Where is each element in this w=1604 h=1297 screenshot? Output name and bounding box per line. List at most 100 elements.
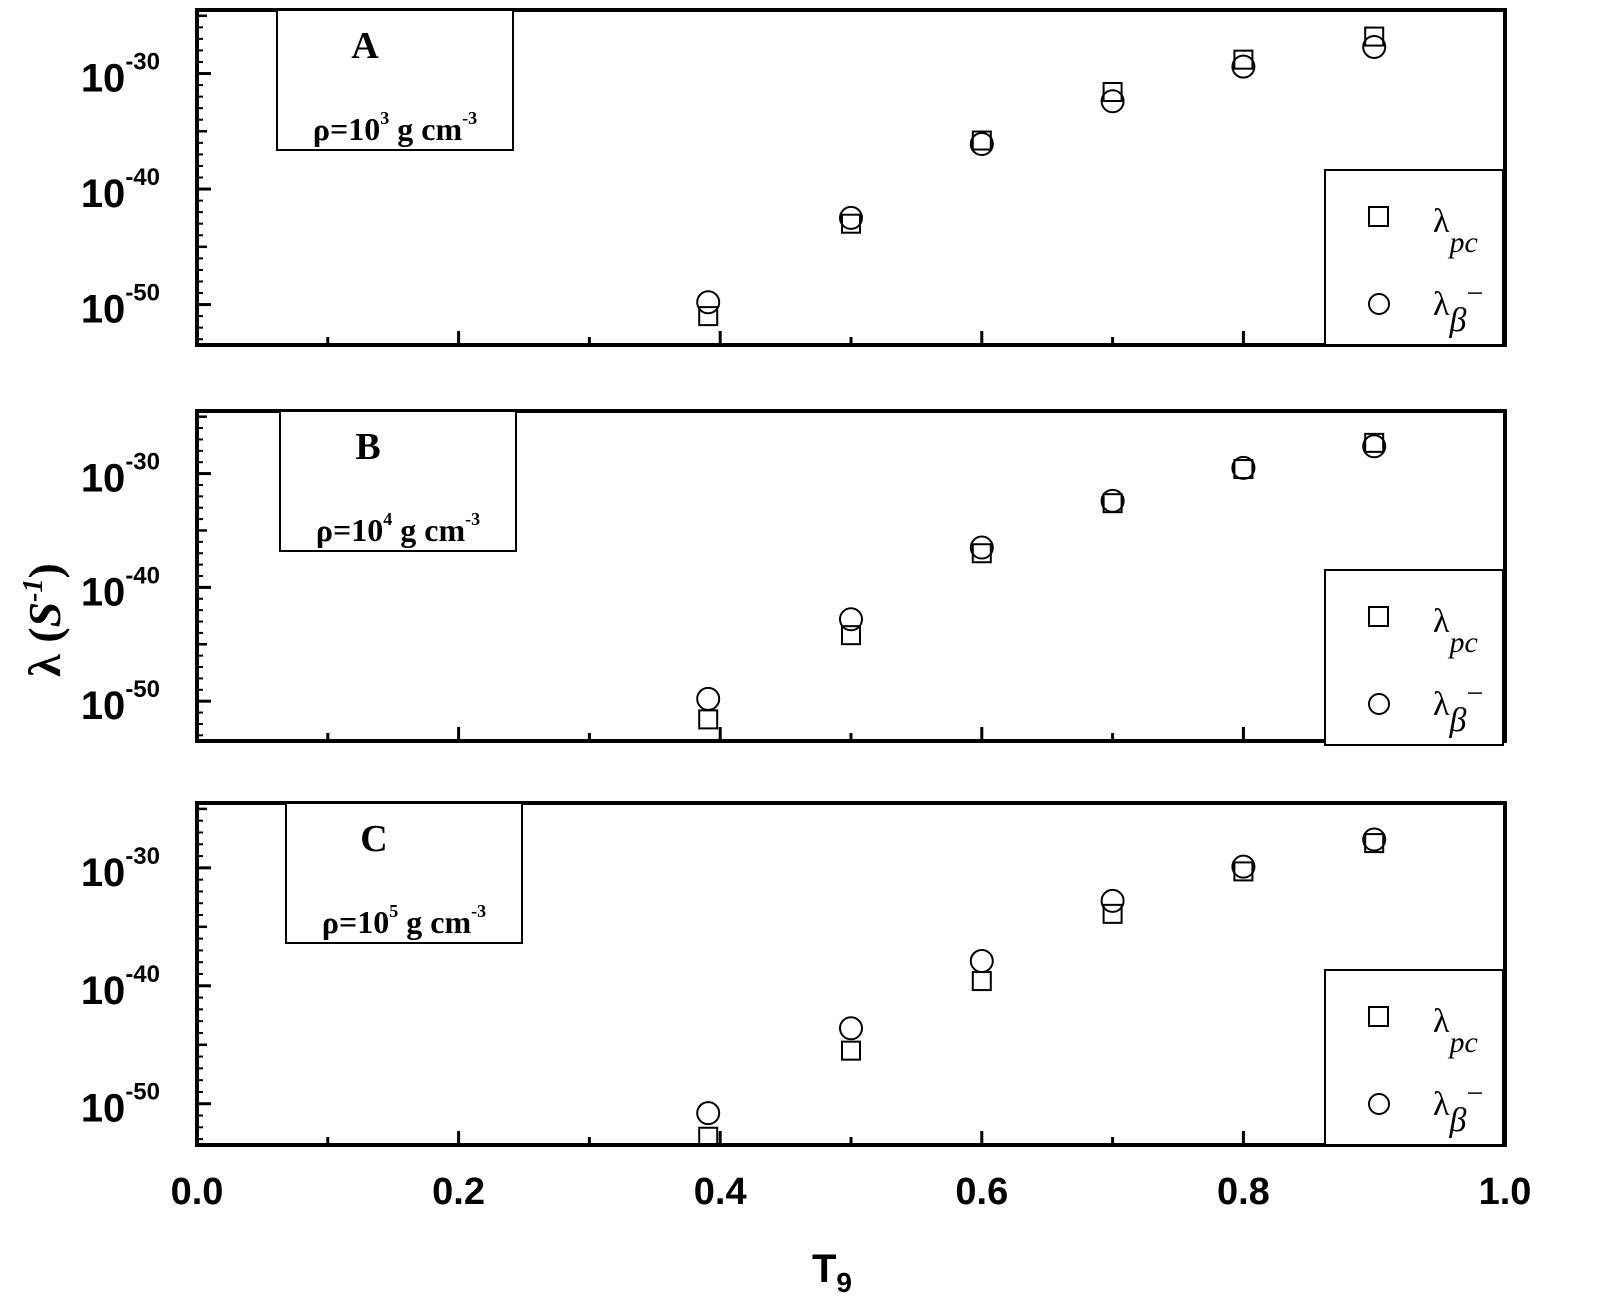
density-unit-exponent: -3 (462, 108, 477, 128)
y-tick-label: 10-30 (81, 49, 160, 101)
x-tick-label: 0.2 (432, 1171, 485, 1213)
legend-square-marker (1368, 606, 1389, 627)
y-tick-label: 10-50 (81, 676, 160, 728)
x-tick-label: 0.6 (955, 1171, 1008, 1213)
data-point-square (698, 709, 719, 730)
data-point-circle (696, 290, 721, 315)
y-axis-label: λ (S-1) (18, 563, 70, 677)
legend-box (1324, 969, 1504, 1146)
x-axis-tick-labels: 0.0 0.2 0.4 0.6 0.8 1.0 (171, 1171, 1532, 1213)
y-axis-label-close: ) (19, 563, 70, 578)
x-axis-label-sub: 9 (836, 1267, 852, 1297)
legend-beta-label: λβ− (1433, 277, 1483, 339)
legend-pc-label: λpc (1433, 203, 1478, 259)
x-axis-label: T9 (812, 1247, 852, 1297)
y-tick-base: 10 (81, 457, 126, 501)
density-label: ρ=105 g cm-3 (322, 901, 486, 940)
y-tick-label: 10-40 (81, 961, 160, 1013)
panel-label-box (285, 802, 523, 944)
y-tick-label: 10-50 (81, 1079, 160, 1131)
data-point-circle (1362, 34, 1387, 59)
x-axis-label-main: T (812, 1247, 836, 1291)
data-point-circle (839, 607, 863, 632)
data-point-circle (1231, 455, 1256, 480)
data-point-square (698, 1126, 719, 1147)
legend-beta-sup: − (1466, 677, 1483, 710)
data-point-square (841, 213, 861, 234)
y-tick-exponent: -30 (125, 449, 160, 476)
y-tick-label: 10-30 (81, 843, 160, 895)
density-prefix: ρ=10 (322, 904, 389, 940)
y-tick-exponent: -50 (125, 280, 160, 307)
legend-square-marker (1368, 206, 1389, 227)
legend-circle-marker (1368, 293, 1390, 315)
panel-label-box (279, 410, 517, 552)
y-tick-exponent: -50 (125, 676, 160, 703)
panel-label-box (276, 9, 514, 151)
density-prefix: ρ=10 (313, 111, 380, 147)
legend-pc-symbol: λ (1433, 603, 1450, 640)
data-point-circle (839, 1016, 863, 1041)
legend-pc-sub: pc (1448, 626, 1478, 659)
legend-pc-symbol: λ (1433, 1003, 1450, 1040)
data-point-circle (839, 205, 863, 230)
legend-beta-symbol: λ (1433, 286, 1450, 323)
legend-beta-label: λβ− (1433, 677, 1483, 739)
legend-pc-label: λpc (1433, 1003, 1478, 1059)
data-point-circle (969, 132, 994, 156)
legend-beta-sup: − (1466, 277, 1483, 310)
legend-pc-symbol: λ (1433, 203, 1450, 240)
data-point-square (698, 306, 719, 327)
panel-label: C (360, 818, 387, 860)
y-tick-exponent: -40 (125, 961, 160, 988)
y-tick-exponent: -50 (125, 1079, 160, 1106)
density-unit-exponent: -3 (471, 901, 486, 921)
data-point-square (1233, 49, 1254, 70)
legend-beta-sub: β (1449, 1102, 1467, 1139)
density-unit-exponent: -3 (465, 509, 480, 529)
density-unit: g cm (398, 904, 471, 940)
data-point-circle (696, 686, 721, 711)
x-tick-label: 0.8 (1217, 1171, 1270, 1213)
data-point-square (1102, 903, 1123, 924)
y-tick-label: 10-40 (81, 562, 160, 614)
panel-label: B (355, 426, 380, 468)
y-tick-base: 10 (81, 172, 126, 216)
density-label: ρ=104 g cm-3 (316, 509, 480, 548)
x-tick-label: 0.0 (171, 1171, 224, 1213)
density-prefix: ρ=10 (316, 512, 383, 548)
legend-circle-marker (1368, 693, 1390, 715)
density-unit: g cm (389, 111, 462, 147)
y-tick-base: 10 (81, 570, 126, 614)
panel-label: A (351, 25, 379, 67)
density-label: ρ=103 g cm-3 (313, 108, 477, 147)
density-exponent: 4 (383, 509, 392, 529)
data-point-circle (1100, 888, 1125, 913)
legend-box (1324, 569, 1504, 746)
y-tick-base: 10 (81, 851, 126, 895)
legend-beta-symbol: λ (1433, 1086, 1450, 1123)
legend-circle-marker (1368, 1093, 1390, 1115)
data-point-square (1364, 432, 1385, 453)
data-point-square (841, 625, 861, 646)
data-point-circle (1100, 89, 1125, 114)
y-tick-base: 10 (81, 57, 126, 101)
y-tick-exponent: -40 (125, 562, 160, 589)
data-point-square (971, 971, 992, 992)
y-tick-base: 10 (81, 1087, 126, 1131)
y-axis-label-main: λ ( (19, 627, 70, 676)
data-point-circle (1100, 488, 1125, 513)
y-tick-base: 10 (81, 288, 126, 332)
y-axis-label-unit: S (19, 602, 70, 628)
legend-beta-sub: β (1449, 302, 1467, 339)
data-point-circle (1362, 827, 1387, 852)
data-point-circle (969, 535, 994, 560)
density-exponent: 5 (389, 901, 398, 921)
legend-beta-label: λβ− (1433, 1077, 1483, 1139)
y-tick-exponent: -30 (125, 49, 160, 76)
density-unit: g cm (392, 512, 465, 548)
y-tick-label: 10-50 (81, 280, 160, 332)
